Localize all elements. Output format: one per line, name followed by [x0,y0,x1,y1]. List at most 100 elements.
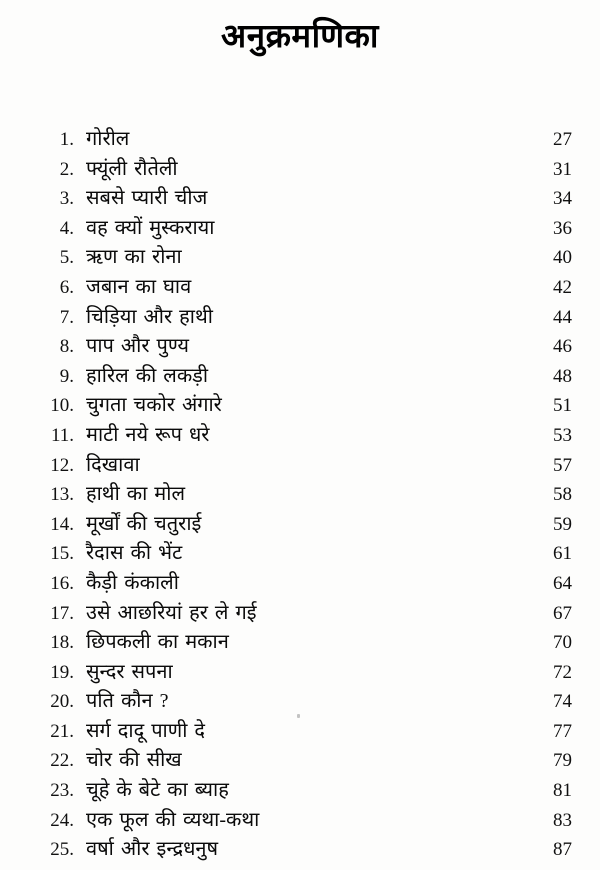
toc-entry-index: 8. [59,336,74,358]
toc-entry-page-number: 70 [553,632,572,654]
toc-entry-page-number: 31 [553,158,572,180]
toc-entry-title[interactable]: दिखावा [86,453,140,476]
toc-entry-row[interactable]: 18. छिपकली का मकान 70 [0,628,600,658]
toc-entry-row[interactable]: 16. कैड़ी कंकाली 64 [0,569,600,599]
toc-entry-page-number: 72 [553,661,572,683]
toc-entry-index: 2. [59,158,74,180]
toc-entry-row[interactable]: 8. पाप और पुण्य 46 [0,332,600,362]
toc-entry-title[interactable]: चूहे के बेटे का ब्याह [86,779,229,802]
page-title: अनुक्रमणिका [221,19,379,55]
toc-entry-page-number: 74 [553,691,572,713]
toc-entry-row[interactable]: 4. वह क्यों मुस्कराया 36 [0,214,600,244]
toc-entry-page-number: 48 [553,365,572,387]
toc-entry-title[interactable]: कैड़ी कंकाली [86,571,179,594]
toc-entry-title[interactable]: मूर्खों की चतुराई [86,512,202,535]
toc-entry-page-number: 34 [553,188,572,210]
toc-entry-page-number: 51 [553,395,572,417]
toc-entry-index: 15. [50,543,74,565]
toc-entry-page-number: 40 [553,247,572,269]
toc-entry-index: 17. [50,602,74,624]
toc-entry-index: 16. [50,572,74,594]
toc-entry-page-number: 61 [553,543,572,565]
toc-entry-title[interactable]: चोर की सीख [86,749,182,772]
toc-entry-index: 4. [59,217,74,239]
toc-entry-index: 11. [50,424,74,446]
toc-entry-title[interactable]: छिपकली का मकान [86,631,229,654]
toc-entry-index: 23. [50,780,74,802]
toc-entry-title[interactable]: उसे आछरियां हर ले गई [86,601,257,624]
toc-entry-index: 20. [50,691,74,713]
toc-entry-page-number: 79 [553,750,572,772]
toc-entry-index: 10. [50,395,74,417]
toc-entry-row[interactable]: 15. रैदास की भेंट 61 [0,539,600,569]
toc-entry-row[interactable]: 10. चुगता चकोर अंगारे 51 [0,391,600,421]
table-of-contents-list: 1. गोरील 27 2. फ्यूंली रौतेली 31 3. सबसे प्यारी… [0,125,600,865]
toc-entry-page-number: 42 [553,276,572,298]
toc-entry-row[interactable]: 7. चिड़िया और हाथी 44 [0,303,600,333]
toc-entry-row[interactable]: 17. उसे आछरियां हर ले गई 67 [0,599,600,629]
toc-entry-page-number: 44 [553,306,572,328]
toc-entry-title[interactable]: वर्षा और इन्द्रधनुष [86,838,219,861]
toc-entry-title[interactable]: हाथी का मोल [86,483,185,506]
toc-entry-row[interactable]: 24. एक फूल की व्यथा-कथा 83 [0,806,600,836]
toc-entry-page-number: 67 [553,602,572,624]
toc-entry-title[interactable]: चिड़िया और हाथी [86,305,213,328]
toc-entry-index: 19. [50,661,74,683]
toc-entry-page-number: 83 [553,809,572,831]
toc-entry-page-number: 81 [553,780,572,802]
toc-entry-page-number: 64 [553,572,572,594]
toc-entry-page-number: 46 [553,336,572,358]
toc-entry-index: 1. [59,129,74,150]
toc-entry-row[interactable]: 12. दिखावा 57 [0,451,600,481]
toc-entry-row[interactable]: 23. चूहे के बेटे का ब्याह 81 [0,776,600,806]
toc-entry-title[interactable]: ऋण का रोना [86,246,182,269]
toc-entry-title[interactable]: जबान का घाव [86,275,192,298]
toc-entry-page-number: 57 [553,454,572,476]
toc-entry-title[interactable]: फ्यूंली रौतेली [86,157,178,180]
toc-entry-page-number: 77 [553,720,572,742]
toc-entry-row[interactable]: 3. सबसे प्यारी चीज 34 [0,184,600,214]
toc-entry-title[interactable]: माटी नये रूप धरे [86,423,210,446]
toc-entry-row[interactable]: 20. पति कौन ? 74 [0,687,600,717]
toc-entry-title[interactable]: एक फूल की व्यथा-कथा [86,808,260,831]
toc-entry-index: 12. [50,454,74,476]
toc-entry-row[interactable]: 1. गोरील 27 [0,125,600,155]
toc-entry-title[interactable]: सबसे प्यारी चीज [86,187,208,210]
toc-entry-title[interactable]: सर्ग दादू पाणी दे [86,719,205,742]
toc-entry-index: 9. [59,365,74,387]
toc-entry-row[interactable]: 5. ऋण का रोना 40 [0,243,600,273]
toc-entry-index: 22. [50,750,74,772]
toc-entry-title[interactable]: गोरील [86,128,130,150]
toc-entry-row[interactable]: 14. मूर्खों की चतुराई 59 [0,510,600,540]
toc-entry-row[interactable]: 19. सुन्दर सपना 72 [0,658,600,688]
toc-entry-index: 21. [50,720,74,742]
toc-entry-row[interactable]: 6. जबान का घाव 42 [0,273,600,303]
toc-entry-title[interactable]: चुगता चकोर अंगारे [86,394,222,417]
toc-entry-index: 13. [50,484,74,506]
toc-entry-title[interactable]: हारिल की लकड़ी [86,364,209,387]
toc-entry-index: 6. [59,276,74,298]
toc-entry-page-number: 58 [553,484,572,506]
toc-entry-row[interactable]: 13. हाथी का मोल 58 [0,480,600,510]
toc-entry-row[interactable]: 21. सर्ग दादू पाणी दे 77 [0,717,600,747]
toc-entry-page-number: 59 [553,513,572,535]
toc-entry-row[interactable]: 11. माटी नये रूप धरे 53 [0,421,600,451]
toc-entry-index: 14. [50,513,74,535]
toc-entry-title[interactable]: सुन्दर सपना [86,660,173,683]
toc-entry-row[interactable]: 9. हारिल की लकड़ी 48 [0,362,600,392]
toc-entry-row[interactable]: 25. वर्षा और इन्द्रधनुष 87 [0,835,600,865]
toc-entry-index: 25. [50,839,74,861]
toc-entry-page-number: 53 [553,424,572,446]
toc-entry-title[interactable]: पति कौन ? [86,690,169,713]
toc-entry-title[interactable]: रैदास की भेंट [86,542,183,565]
toc-entry-index: 24. [50,809,74,831]
toc-entry-title[interactable]: पाप और पुण्य [86,335,189,358]
toc-entry-row[interactable]: 22. चोर की सीख 79 [0,746,600,776]
toc-entry-index: 3. [59,188,74,210]
toc-entry-page-number: 36 [553,217,572,239]
toc-entry-row[interactable]: 2. फ्यूंली रौतेली 31 [0,155,600,185]
toc-entry-page-number: 87 [553,839,572,861]
scan-artifact-speck [297,714,300,718]
toc-entry-title[interactable]: वह क्यों मुस्कराया [86,216,215,239]
